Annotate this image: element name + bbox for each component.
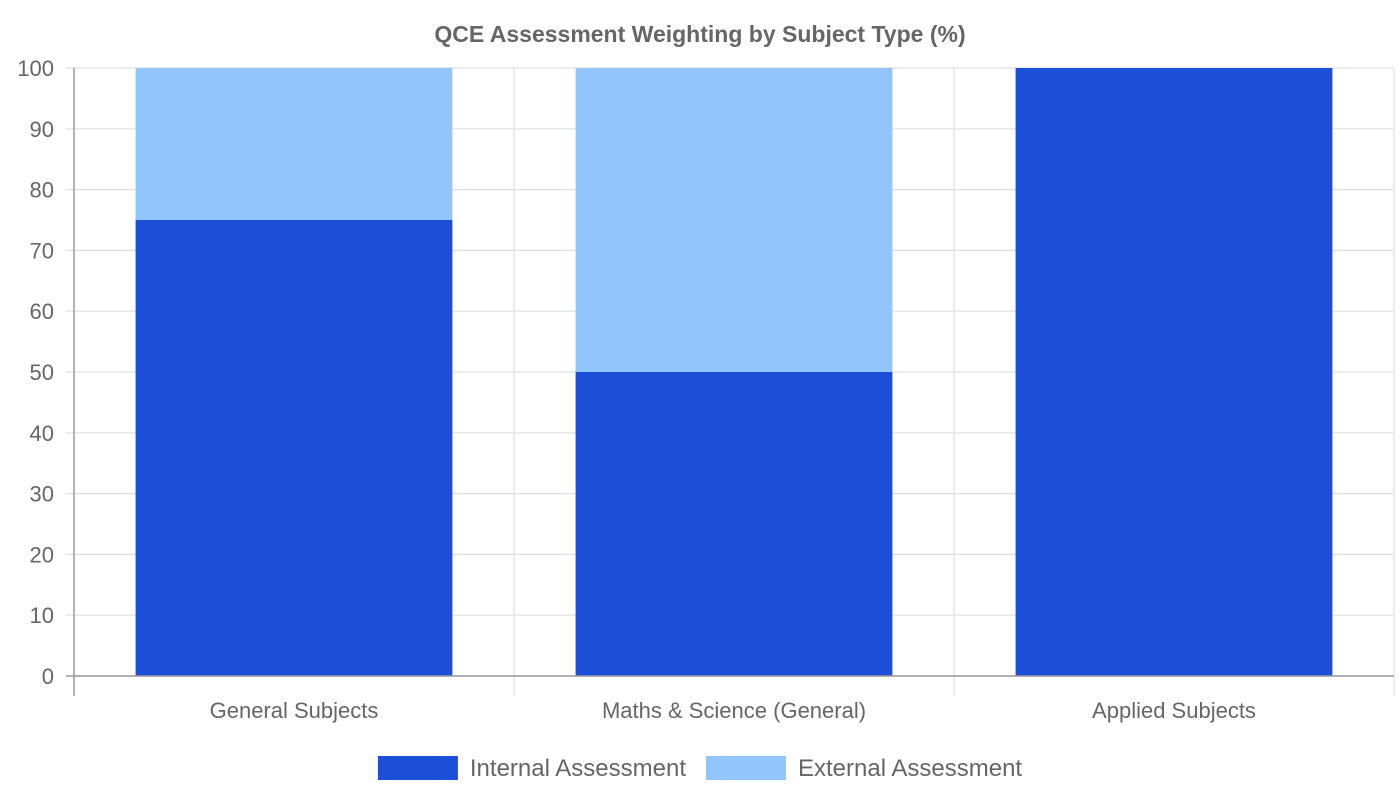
legend-label: Internal Assessment bbox=[470, 755, 686, 782]
y-tick-label: 80 bbox=[30, 178, 54, 203]
y-tick-label: 10 bbox=[30, 603, 54, 628]
y-tick-label: 50 bbox=[30, 360, 54, 385]
y-tick-label: 60 bbox=[30, 299, 54, 324]
legend: Internal Assessment External Assessment bbox=[377, 755, 1022, 782]
bar-internal-assessment-1[interactable] bbox=[575, 372, 893, 676]
legend-item-external-assessment[interactable]: External Assessment bbox=[706, 755, 1022, 782]
bars bbox=[135, 68, 1333, 676]
y-tick-label: 90 bbox=[30, 117, 54, 142]
axes bbox=[66, 68, 1394, 696]
y-tick-label: 20 bbox=[30, 542, 54, 567]
y-tick-label: 0 bbox=[42, 664, 54, 689]
y-tick-label: 30 bbox=[30, 482, 54, 507]
bar-external-assessment-1[interactable] bbox=[575, 68, 893, 372]
x-tick-label: Maths & Science (General) bbox=[602, 698, 866, 723]
bar-internal-assessment-0[interactable] bbox=[135, 220, 453, 676]
legend-label: External Assessment bbox=[798, 755, 1022, 782]
legend-swatch bbox=[377, 756, 458, 780]
y-tick-label: 40 bbox=[30, 421, 54, 446]
x-tick-label: General Subjects bbox=[210, 698, 379, 723]
legend-swatch bbox=[706, 756, 786, 780]
y-tick-label: 100 bbox=[17, 56, 54, 81]
bar-internal-assessment-2[interactable] bbox=[1015, 68, 1333, 676]
y-axis-tick-labels: 0 10 20 30 40 50 60 70 80 90 100 bbox=[17, 56, 54, 689]
x-axis-tick-labels: General Subjects Maths & Science (General… bbox=[210, 698, 1256, 723]
legend-item-internal-assessment[interactable]: Internal Assessment bbox=[377, 755, 686, 782]
y-tick-label: 70 bbox=[30, 238, 54, 263]
bar-external-assessment-0[interactable] bbox=[135, 68, 453, 220]
chart-title: QCE Assessment Weighting by Subject Type… bbox=[434, 21, 965, 47]
x-tick-label: Applied Subjects bbox=[1092, 698, 1256, 723]
